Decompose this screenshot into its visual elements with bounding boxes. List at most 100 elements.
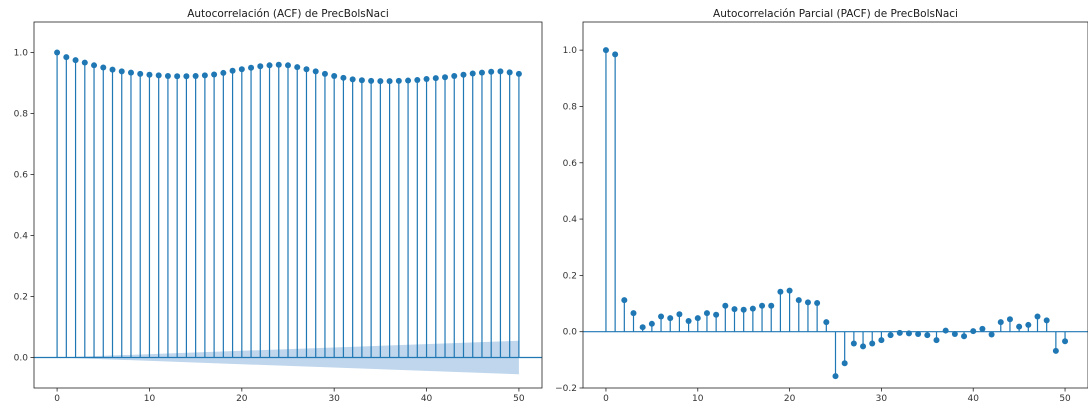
pacf-marker-9 xyxy=(685,317,692,324)
pacf-marker-42 xyxy=(988,331,995,338)
pacf-marker-22 xyxy=(804,299,811,306)
pacf-marker-50 xyxy=(1062,338,1069,345)
acf-ytick-label-1: 0.2 xyxy=(14,293,28,303)
pacf-marker-21 xyxy=(795,297,802,304)
pacf-xtick-label-50: 50 xyxy=(1059,394,1071,404)
acf-marker-13 xyxy=(174,73,181,80)
pacf-panel: Autocorrelación Parcial (PACF) de PrecBo… xyxy=(555,8,1088,404)
acf-marker-48 xyxy=(497,68,504,75)
acf-marker-44 xyxy=(460,71,467,78)
acf-marker-28 xyxy=(312,68,319,75)
pacf-xtick-label-0: 0 xyxy=(603,394,609,404)
acf-marker-23 xyxy=(266,62,273,69)
pacf-marker-0 xyxy=(602,47,609,54)
pacf-marker-37 xyxy=(942,327,949,334)
acf-marker-12 xyxy=(164,72,171,79)
pacf-xtick-label-10: 10 xyxy=(692,394,704,404)
pacf-marker-49 xyxy=(1052,347,1059,354)
acf-marker-42 xyxy=(442,74,449,81)
acf-xtick-label-0: 0 xyxy=(54,394,60,404)
pacf-marker-28 xyxy=(860,343,867,350)
pacf-marker-18 xyxy=(768,302,775,309)
acf-marker-19 xyxy=(229,67,236,74)
pacf-axes-frame xyxy=(582,21,1088,389)
pacf-marker-39 xyxy=(961,333,968,340)
pacf-ytick-label-4: 0.6 xyxy=(563,159,578,169)
pacf-xtick-label-20: 20 xyxy=(784,394,796,404)
pacf-marker-41 xyxy=(979,325,986,332)
acf-marker-18 xyxy=(220,69,227,76)
acf-marker-49 xyxy=(506,69,513,76)
pacf-title: Autocorrelación Parcial (PACF) de PrecBo… xyxy=(713,8,958,20)
pacf-marker-17 xyxy=(759,302,766,309)
pacf-marker-29 xyxy=(869,340,876,347)
acf-marker-3 xyxy=(81,59,88,66)
acf-marker-7 xyxy=(118,68,125,75)
pacf-marker-26 xyxy=(841,360,848,367)
acf-marker-32 xyxy=(349,76,356,83)
acf-marker-34 xyxy=(368,77,375,84)
pacf-marker-33 xyxy=(905,330,912,337)
acf-ytick-label-5: 1.0 xyxy=(14,49,29,59)
pacf-marker-19 xyxy=(777,288,784,295)
pacf-marker-23 xyxy=(814,299,821,306)
pacf-ytick-label-1: 0.0 xyxy=(563,328,578,338)
acf-axes-frame xyxy=(33,21,543,389)
acf-marker-26 xyxy=(294,64,301,71)
pacf-marker-47 xyxy=(1034,313,1041,320)
pacf-marker-8 xyxy=(676,311,683,318)
acf-marker-5 xyxy=(100,64,107,71)
acf-marker-35 xyxy=(377,78,384,85)
acf-marker-4 xyxy=(91,62,98,69)
acf-marker-45 xyxy=(469,70,476,77)
pacf-marker-3 xyxy=(630,310,637,317)
pacf-marker-12 xyxy=(713,311,720,318)
acf-panel: Autocorrelación (ACF) de PrecBolsNaci 0 1… xyxy=(14,8,543,404)
acf-marker-24 xyxy=(275,61,282,68)
acf-ytick-label-3: 0.6 xyxy=(14,171,29,181)
acf-ytick-label-2: 0.4 xyxy=(14,232,29,242)
acf-marker-15 xyxy=(192,72,199,79)
acf-xtick-label-10: 10 xyxy=(144,394,156,404)
pacf-marker-10 xyxy=(694,315,701,322)
acf-marker-20 xyxy=(238,66,245,73)
acf-xtick-label-30: 30 xyxy=(328,394,340,404)
acf-marker-37 xyxy=(395,77,402,84)
pacf-marker-5 xyxy=(648,320,655,327)
acf-marker-22 xyxy=(257,63,264,70)
acf-marker-40 xyxy=(423,76,430,83)
acf-marker-39 xyxy=(414,76,421,83)
acf-marker-43 xyxy=(451,72,458,79)
acf-marker-38 xyxy=(405,77,412,84)
acf-marker-25 xyxy=(285,62,291,69)
pacf-marker-32 xyxy=(896,329,903,336)
acf-ytick-label-4: 0.8 xyxy=(14,110,29,120)
pacf-marker-6 xyxy=(658,313,665,320)
pacf-marker-11 xyxy=(703,310,710,317)
pacf-marker-25 xyxy=(832,373,839,380)
pacf-ytick-label-5: 0.8 xyxy=(563,102,578,112)
pacf-xtick-label-30: 30 xyxy=(876,394,888,404)
acf-marker-31 xyxy=(340,74,347,81)
pacf-marker-43 xyxy=(997,319,1004,326)
acf-marker-47 xyxy=(488,68,495,75)
pacf-marker-34 xyxy=(915,330,922,337)
acf-marker-16 xyxy=(201,72,208,79)
acf-marker-10 xyxy=(146,71,153,78)
acf-ytick-label-0: 0.0 xyxy=(14,354,29,364)
acf-marker-17 xyxy=(211,71,218,78)
pacf-marker-46 xyxy=(1025,321,1032,328)
pacf-marker-38 xyxy=(951,330,958,337)
pacf-marker-30 xyxy=(878,337,885,344)
acf-marker-50 xyxy=(515,70,522,77)
acf-marker-29 xyxy=(321,70,328,77)
pacf-marker-13 xyxy=(722,302,729,309)
pacf-marker-15 xyxy=(740,306,747,313)
pacf-marker-2 xyxy=(621,297,628,304)
pacf-marker-31 xyxy=(887,332,894,339)
pacf-marker-16 xyxy=(749,305,756,312)
pacf-marker-40 xyxy=(970,328,977,335)
acf-xtick-label-50: 50 xyxy=(513,394,525,404)
pacf-marker-27 xyxy=(850,340,857,347)
